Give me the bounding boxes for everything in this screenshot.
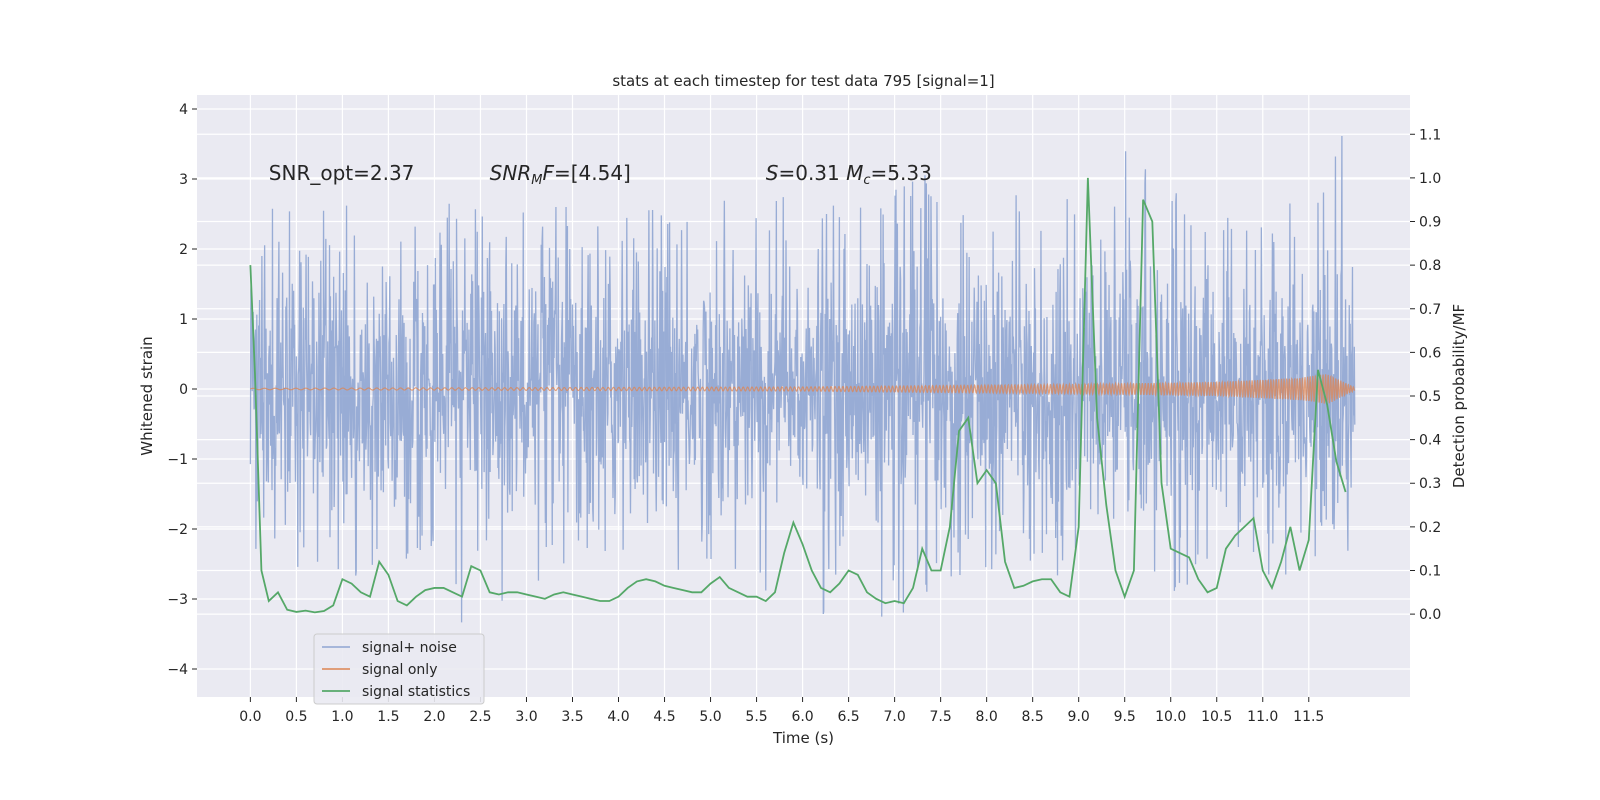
y-tick-label: −3 [167, 592, 188, 608]
x-tick-label: 3.0 [515, 709, 537, 725]
x-tick-label: 6.5 [837, 709, 859, 725]
y-axis-right: 0.0 0.1 0.2 0.3 0.4 0.5 0.6 0.7 0.8 0.9 1.0 1.1 [1410, 127, 1441, 623]
y2-tick-label: 0.8 [1419, 258, 1441, 274]
x-tick-label: 11.0 [1247, 709, 1278, 725]
y2-tick-label: 0.3 [1419, 476, 1441, 492]
y2-tick-label: 0.2 [1419, 520, 1441, 536]
x-tick-label: 0.0 [239, 709, 261, 725]
y-axis-left: −4 −3 −2 −1 0 1 2 3 4 [167, 102, 197, 678]
y2-tick-label: 0.9 [1419, 215, 1441, 231]
x-tick-label: 10.5 [1201, 709, 1232, 725]
x-tick-label: 2.5 [469, 709, 491, 725]
annotation-part: =0.31 [778, 161, 846, 185]
noise-trace [249, 136, 1356, 623]
y2-tick-label: 1.0 [1419, 171, 1441, 187]
y-tick-label: 1 [179, 312, 188, 328]
legend: signal+ noise signal only signal statistic… [313, 633, 485, 705]
annotation-0: SNR_opt=2.37 [269, 161, 415, 185]
x-tick-label: 2.0 [423, 709, 445, 725]
x-axis: 0.0 0.5 1.0 1.5 2.0 2.5 3.0 3.5 4.0 4.5 5.0 5.5 6.0 6… [239, 697, 1324, 725]
y-tick-label: 3 [179, 172, 188, 188]
series-signal-statistics [249, 177, 1347, 614]
x-tick-label: 9.0 [1068, 709, 1090, 725]
x-tick-label: 7.5 [929, 709, 951, 725]
y-axis-title: Whitened strain [138, 336, 156, 455]
x-tick-label: 6.0 [791, 709, 813, 725]
x-tick-label: 3.5 [561, 709, 583, 725]
annotation-part: F [542, 161, 554, 185]
annotation-part: =[4.54] [554, 161, 631, 185]
x-tick-label: 11.5 [1293, 709, 1324, 725]
y-tick-label: −4 [167, 662, 188, 678]
x-tick-label: 5.5 [745, 709, 767, 725]
y2-tick-label: 0.6 [1419, 345, 1441, 361]
legend-label: signal statistics [362, 684, 470, 700]
annotation-part: S [766, 161, 779, 185]
annotations: SNR_opt=2.37 SNRMF=[4.54] S=0.31 Mc=5.33 [269, 161, 932, 188]
annotation-1: SNRMF=[4.54] [490, 161, 631, 188]
legend-label: signal only [362, 662, 437, 678]
annotation-part: M [846, 161, 863, 185]
chart-title: stats at each timestep for test data 795… [612, 72, 994, 90]
y-tick-label: −2 [167, 522, 188, 538]
x-tick-label: 4.5 [653, 709, 675, 725]
x-tick-label: 1.0 [331, 709, 353, 725]
y-tick-label: 2 [179, 242, 188, 258]
x-tick-label: 0.5 [285, 709, 307, 725]
y-tick-label: 4 [179, 102, 188, 118]
series-signal-plus-noise [249, 136, 1356, 623]
x-tick-label: 5.0 [699, 709, 721, 725]
annotation-part: c [863, 173, 870, 188]
annotation-2: S=0.31 Mc=5.33 [766, 161, 932, 188]
signal-trace [250, 374, 1355, 405]
annotation-part: M [531, 173, 542, 188]
y2-tick-label: 0.1 [1419, 563, 1441, 579]
annotation-part: SNR [490, 161, 532, 185]
x-tick-label: 7.0 [883, 709, 905, 725]
y2-tick-label: 1.1 [1419, 127, 1441, 143]
y2-tick-label: 0.4 [1419, 433, 1441, 449]
y2-tick-label: 0.7 [1419, 302, 1441, 318]
annotation-part: =5.33 [871, 161, 932, 185]
x-tick-label: 9.5 [1114, 709, 1136, 725]
legend-label: signal+ noise [362, 640, 457, 656]
y2-tick-label: 0.5 [1419, 389, 1441, 405]
y-tick-label: −1 [167, 452, 188, 468]
y2-axis-title: Detection probability/MF [1450, 304, 1468, 488]
legend-box [313, 633, 485, 705]
annotation-part: SNR_opt=2.37 [269, 161, 415, 185]
x-tick-label: 1.5 [377, 709, 399, 725]
x-tick-label: 4.0 [607, 709, 629, 725]
y2-tick-label: 0.0 [1419, 607, 1441, 623]
data-layer [249, 136, 1356, 623]
x-tick-label: 8.0 [976, 709, 998, 725]
x-tick-label: 8.5 [1022, 709, 1044, 725]
series-signal-only [250, 374, 1355, 405]
y-tick-label: 0 [179, 382, 188, 398]
x-axis-title: Time (s) [772, 729, 834, 747]
x-tick-label: 10.0 [1155, 709, 1186, 725]
